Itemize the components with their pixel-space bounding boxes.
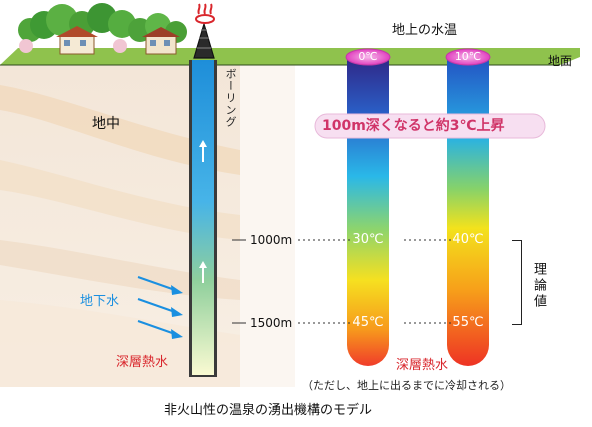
deep-hot-water-left: 深層熱水 — [116, 355, 169, 370]
drilling-derrick — [193, 21, 215, 59]
surface-temp-1: 10℃ — [454, 50, 482, 63]
depth-1500-label: 1500m — [250, 316, 293, 330]
depth-guides — [232, 239, 452, 324]
theoretical-bracket — [512, 240, 522, 325]
surface-temp-title: 地上の水温 — [392, 23, 458, 38]
ground-surface-label: 地面 — [548, 54, 573, 68]
rate-note-box — [314, 113, 546, 139]
theoretical-label: 理論値 — [531, 262, 546, 310]
surface-temp-ovals — [345, 48, 491, 66]
groundwater-arrows — [137, 276, 183, 339]
underground-label: 地中 — [92, 116, 120, 132]
temp-col1-1500m: 55℃ — [452, 315, 484, 330]
boring-label: ボーリング — [224, 68, 237, 128]
depth-1000-label: 1000m — [250, 233, 293, 247]
diagram-caption: 非火山性の温泉の湧出機構のモデル — [164, 403, 373, 418]
deep-hot-water-right: 深層熱水 — [396, 358, 449, 373]
temp-col0-1500m: 45℃ — [352, 315, 384, 330]
cooling-note: （ただし、地上に出るまでに冷却される） — [302, 379, 511, 392]
boring-pipe — [189, 60, 217, 377]
groundwater-label: 地下水 — [80, 294, 120, 309]
trees-and-houses — [18, 3, 187, 55]
upflow-arrows — [199, 140, 207, 283]
hot-spring-icon — [195, 3, 215, 24]
soil-fade — [240, 65, 295, 387]
temp-col0-1000m: 30℃ — [352, 232, 384, 247]
surface-temp-0: 0℃ — [358, 50, 378, 63]
temp-col1-1000m: 40℃ — [452, 232, 484, 247]
rate-note: 100m深くなると約3℃上昇 — [322, 118, 505, 134]
